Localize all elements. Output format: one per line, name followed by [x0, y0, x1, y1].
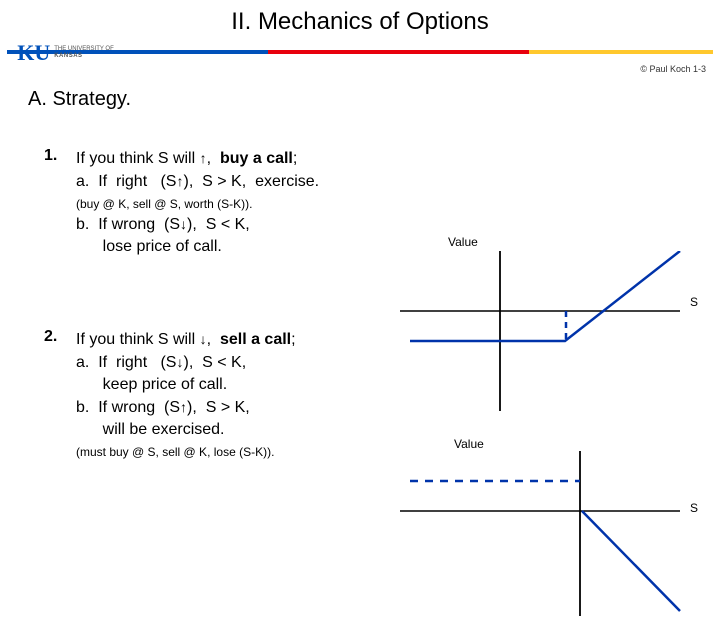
text-line: will be exercised.	[76, 419, 296, 441]
text-line: a. If right (S↓), S < K,	[76, 351, 296, 374]
text-line: If you think S will ↑, buy a call;	[76, 147, 319, 170]
chart1: ValueS	[400, 251, 700, 411]
ku-logo-mark: KU	[17, 40, 50, 66]
s-axis-label: S	[690, 295, 698, 309]
item-2-text: If you think S will ↓, sell a call;a. If…	[76, 328, 296, 461]
item-number: 2.	[44, 328, 62, 461]
section-heading: A. Strategy.	[0, 74, 720, 111]
ku-logo-line1: THE UNIVERSITY OF	[54, 46, 114, 53]
header-bar: KU THE UNIVERSITY OF KANSAS	[7, 42, 713, 62]
text-line: (must buy @ S, sell @ K, lose (S-K)).	[76, 441, 296, 461]
chart2: ValueS	[400, 451, 700, 631]
text-line: b. If wrong (S↑), S > K,	[76, 396, 296, 419]
text-line: If you think S will ↓, sell a call;	[76, 328, 296, 351]
strategy-item-1: 1. If you think S will ↑, buy a call;a. …	[0, 131, 720, 258]
ku-logo-line2: KANSAS	[54, 53, 114, 60]
text-line: a. If right (S↑), S > K, exercise.	[76, 170, 319, 193]
body-area: 1. If you think S will ↑, buy a call;a. …	[0, 131, 720, 461]
text-line: b. If wrong (S↓), S < K,	[76, 213, 319, 236]
item-1-text: If you think S will ↑, buy a call;a. If …	[76, 147, 319, 258]
value-axis-label: Value	[454, 437, 484, 451]
text-line: lose price of call.	[76, 236, 319, 258]
text-line: (buy @ K, sell @ S, worth (S-K)).	[76, 193, 319, 213]
item-number: 1.	[44, 147, 62, 258]
page-title: II. Mechanics of Options	[0, 0, 720, 36]
s-axis-label: S	[690, 501, 698, 515]
value-axis-label: Value	[448, 235, 478, 249]
text-line: keep price of call.	[76, 374, 296, 396]
ku-logo: KU THE UNIVERSITY OF KANSAS	[17, 40, 114, 66]
